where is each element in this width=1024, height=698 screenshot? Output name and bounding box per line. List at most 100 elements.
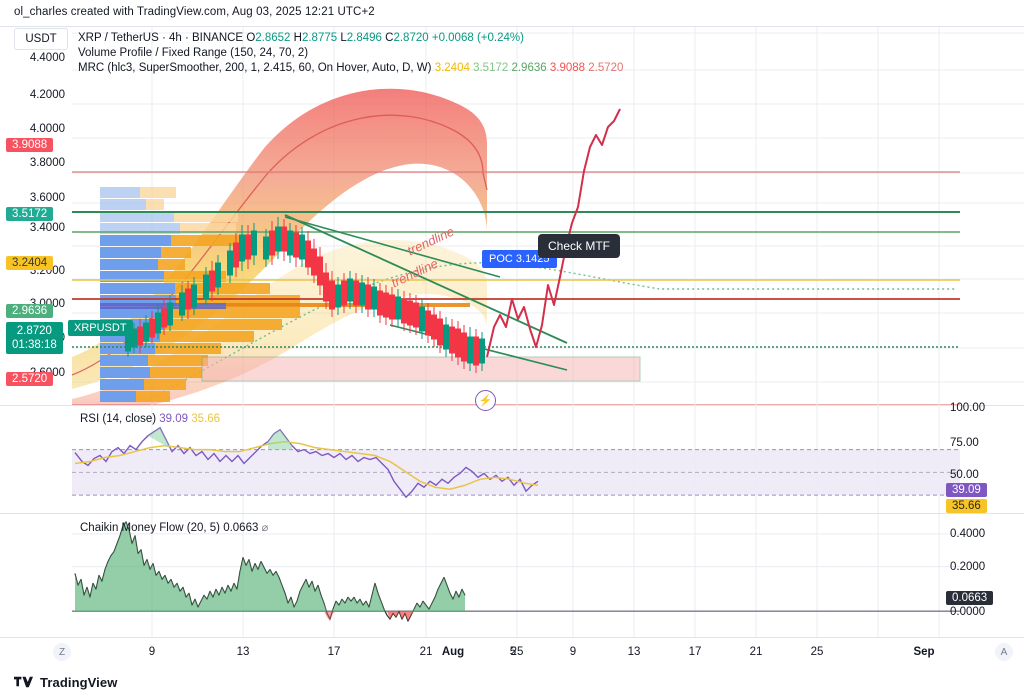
price-pane[interactable]: [0, 26, 1024, 406]
legend-row-symbol[interactable]: XRP / TetherUS · 4h · BINANCE O2.8652 H2…: [78, 31, 623, 46]
time-tick: 9: [569, 646, 577, 658]
main-legend[interactable]: XRP / TetherUS · 4h · BINANCE O2.8652 H2…: [78, 31, 623, 76]
hidden-series-icon[interactable]: ⌀: [261, 522, 269, 534]
price-plot: [71, 27, 1024, 405]
time-tick: 25: [510, 646, 524, 658]
auto-scale-pill[interactable]: A: [995, 643, 1013, 661]
volume-profile-histogram: [100, 187, 470, 402]
rsi-pane[interactable]: [0, 404, 1024, 514]
legend-close-value: 2.8720: [393, 32, 429, 44]
time-tick: 9: [148, 646, 156, 658]
legend-symbol[interactable]: XRP / TetherUS · 4h · BINANCE: [78, 32, 244, 44]
check-mtf-tooltip: Check MTF: [538, 234, 621, 258]
rsi-tick: 100.00: [950, 402, 986, 414]
price-badge-mrc-upper[interactable]: 3.9088: [6, 138, 54, 152]
cmf-plot: [72, 514, 960, 637]
legend-low-label: L: [340, 32, 347, 44]
supply-zone-box[interactable]: [201, 356, 641, 382]
tradingview-logo-icon: [14, 676, 33, 688]
rsi-ma-value-badge[interactable]: 35.66: [946, 499, 987, 513]
legend-row-volume-profile[interactable]: Volume Profile / Fixed Range (150, 24, 7…: [78, 46, 623, 61]
forecast-projection-line[interactable]: [486, 108, 621, 358]
legend-mrc-title[interactable]: MRC (hlc3, SuperSmoother, 200, 1, 2.415,…: [78, 62, 432, 74]
timezone-pill[interactable]: Z: [53, 643, 71, 661]
cmf-positive-fill: [75, 521, 465, 612]
time-tick-month: Sep: [913, 646, 935, 658]
legend-high-value: 2.8775: [301, 32, 338, 44]
legend-mrc-value-3: 2.9636: [511, 62, 547, 74]
price-scale-left[interactable]: 4.4000 4.2000 4.0000 3.8000 3.6000 3.400…: [0, 26, 72, 404]
rsi-overbought-fill-2: [268, 429, 292, 450]
legend-mrc-value-2: 3.5172: [473, 62, 509, 74]
rsi-tick: 75.00: [950, 437, 979, 449]
rsi-tick: 50.00: [950, 469, 979, 481]
current-price-value: 2.8720: [16, 325, 52, 337]
descending-trendline[interactable]: [284, 214, 568, 344]
tradingview-footer[interactable]: TradingView: [14, 675, 117, 690]
legend-mrc-value-4: 3.9088: [549, 62, 586, 74]
rsi-value-badge[interactable]: 39.09: [946, 483, 987, 497]
time-tick-month: Aug: [441, 646, 465, 658]
legend-high-label: H: [293, 32, 302, 44]
legend-open-label: O: [246, 32, 256, 44]
price-tick: 4.2000: [29, 89, 65, 101]
lightning-bolt-icon[interactable]: ⚡: [475, 390, 496, 411]
mrc-dotted-midline: [149, 262, 955, 400]
symbol-price-badge[interactable]: XRPUSDT: [68, 320, 133, 336]
cmf-pane[interactable]: [0, 514, 1024, 638]
current-price-badge[interactable]: 2.8720 01:38:18: [6, 322, 63, 354]
price-tick: 4.4000: [29, 52, 65, 64]
rsi-ma-legend-value: 35.66: [191, 413, 221, 425]
time-scale[interactable]: Z 9 13 17 21 25 Aug 5 9 13 17 21 25 Sep …: [0, 638, 1024, 668]
cmf-negative-fill-1: [387, 611, 399, 620]
time-tick: 13: [236, 646, 250, 658]
rsi-overbought-fill-1: [148, 427, 172, 452]
candlestick-series: [125, 217, 485, 373]
rsi-legend-value: 39.09: [159, 413, 189, 425]
price-tick: 3.8000: [29, 157, 65, 169]
legend-volume-profile-title[interactable]: Volume Profile / Fixed Range (150, 24, 7…: [78, 47, 309, 59]
legend-low-value: 2.8496: [346, 32, 382, 44]
poc-line-right: [226, 303, 470, 307]
price-badge-mrc-lower[interactable]: 2.5720: [6, 372, 54, 386]
rsi-legend[interactable]: RSI (14, close) 39.09 35.66: [80, 412, 220, 427]
trendline-mid[interactable]: [284, 216, 501, 278]
price-badge-mrc-basis[interactable]: 3.2404: [6, 256, 54, 270]
legend-mrc-value-5: 2.5720: [588, 62, 624, 74]
poc-line-left: [100, 303, 226, 309]
tradingview-brand-label: TradingView: [40, 675, 118, 690]
attribution-text: ol_charles created with TradingView.com,…: [14, 6, 375, 18]
rsi-line: [74, 426, 539, 499]
legend-row-mrc[interactable]: MRC (hlc3, SuperSmoother, 200, 1, 2.415,…: [78, 61, 623, 76]
cmf-tick: 0.0000: [950, 606, 986, 618]
time-tick: 17: [688, 646, 702, 658]
cmf-legend-value: 0.0663: [223, 522, 259, 534]
poc-badge[interactable]: POC 3.1425: [482, 250, 557, 268]
time-tick: 21: [749, 646, 763, 658]
cmf-tick: 0.4000: [950, 528, 986, 540]
cmf-legend[interactable]: Chaikin Money Flow (20, 5) 0.0663 ⌀: [80, 521, 268, 536]
legend-close-label: C: [385, 32, 394, 44]
price-tick: 4.0000: [29, 123, 65, 135]
cmf-negative-fill-2: [399, 611, 414, 622]
time-tick: 25: [810, 646, 824, 658]
time-tick: 13: [627, 646, 641, 658]
price-badge-mrc-lowmid[interactable]: 2.9636: [6, 304, 54, 318]
time-tick: 21: [419, 646, 433, 658]
time-tick: 17: [327, 646, 341, 658]
rsi-scale-right[interactable]: 100.00 75.00 50.00 39.09 35.66: [940, 402, 1024, 514]
bar-countdown: 01:38:18: [12, 339, 57, 351]
cmf-tick: 0.2000: [950, 561, 986, 573]
cmf-negative-fill-3: [324, 611, 336, 622]
rsi-legend-title[interactable]: RSI (14, close): [80, 413, 157, 425]
legend-mrc-value-1: 3.2404: [434, 62, 470, 74]
price-badge-mrc-upmid[interactable]: 3.5172: [6, 207, 54, 221]
rsi-ma-line: [74, 440, 539, 490]
cmf-scale-right[interactable]: 0.4000 0.2000 0.0000 0.0663: [940, 514, 1024, 638]
cmf-legend-title[interactable]: Chaikin Money Flow (20, 5): [80, 522, 220, 534]
legend-open-value: 2.8652: [255, 32, 291, 44]
price-tick: 3.4000: [29, 222, 65, 234]
price-tick: 3.6000: [29, 192, 65, 204]
quote-currency-box[interactable]: USDT: [14, 28, 68, 50]
cmf-value-badge[interactable]: 0.0663: [946, 591, 994, 605]
